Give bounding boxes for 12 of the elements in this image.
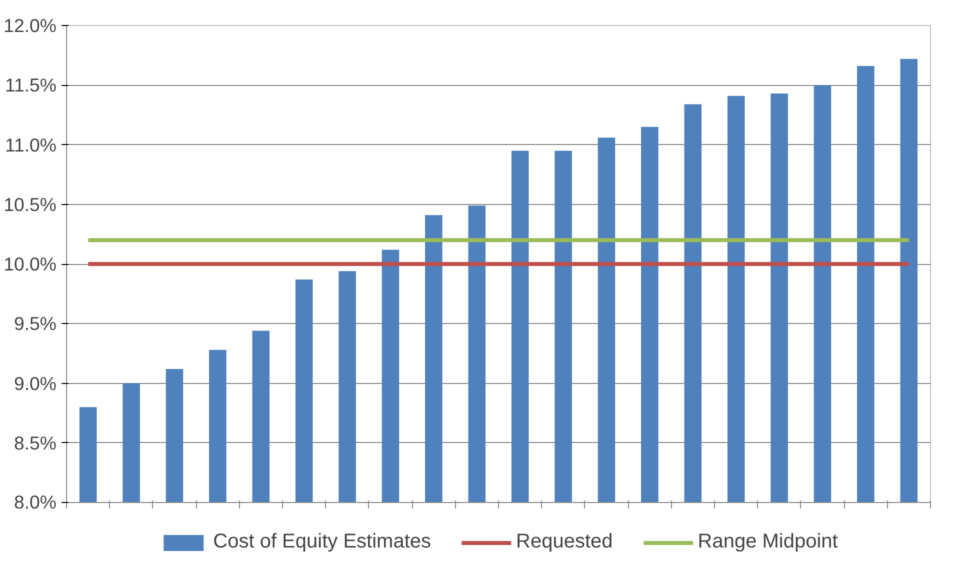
y-tick-label: 12.0% (4, 15, 57, 36)
legend-label: Range Midpoint (698, 530, 838, 554)
legend-label: Cost of Equity Estimates (213, 530, 432, 554)
y-tick-label: 11.5% (4, 74, 56, 96)
y-tick-label: 10.5% (4, 194, 57, 215)
y-tick-label: 11.0% (4, 134, 56, 156)
y-tick-label: 10.0% (4, 254, 57, 274)
y-tick-label: 9.5% (14, 313, 57, 334)
y-tick-label: 8.5% (14, 432, 57, 454)
y-tick-label: 8.0% (14, 492, 57, 512)
y-tick-label: 9.0% (14, 372, 57, 394)
legend-label: Requested (516, 530, 613, 554)
